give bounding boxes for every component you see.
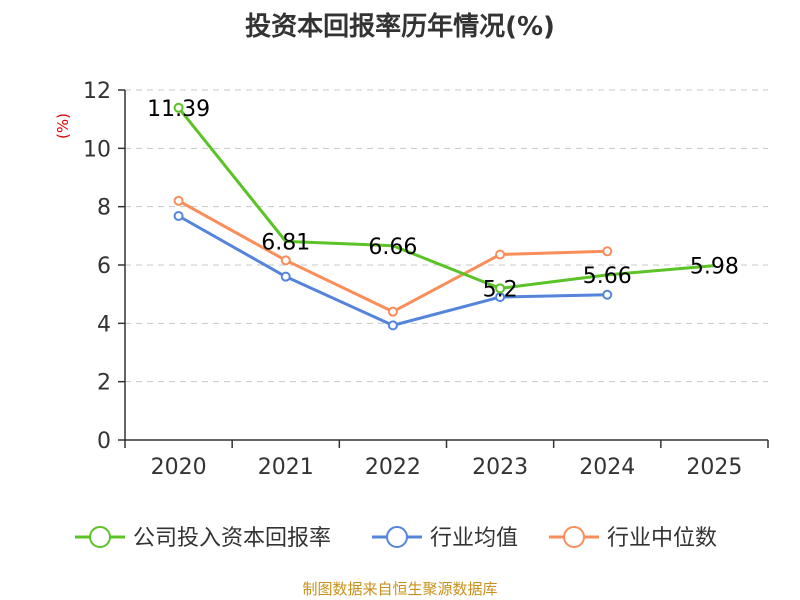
x-tick-label: 2022 bbox=[365, 455, 421, 480]
y-tick-label: 2 bbox=[97, 371, 111, 396]
x-tick-label: 2025 bbox=[686, 455, 742, 480]
legend-label: 公司投入资本回报率 bbox=[133, 526, 331, 551]
y-tick-label: 10 bbox=[83, 137, 111, 162]
legend-marker bbox=[89, 526, 111, 548]
data-point[interactable] bbox=[173, 195, 184, 206]
x-tick-label: 2021 bbox=[258, 455, 314, 480]
data-point[interactable] bbox=[280, 255, 291, 266]
y-tick-label: 6 bbox=[97, 254, 111, 279]
data-labels: 11.39 6.81 6.66 5.2 5.66 5.98 bbox=[147, 97, 739, 303]
source-note: 制图数据来自恒生聚源数据库 bbox=[302, 580, 498, 598]
y-axis-title: (%) bbox=[54, 113, 72, 139]
data-point[interactable] bbox=[173, 102, 184, 113]
data-point[interactable] bbox=[387, 320, 398, 331]
data-point[interactable] bbox=[495, 249, 506, 260]
data-label: 6.66 bbox=[368, 235, 417, 260]
data-point[interactable] bbox=[387, 306, 398, 317]
x-tick-label: 2023 bbox=[472, 455, 528, 480]
data-point[interactable] bbox=[602, 246, 613, 257]
y-tick-label: 0 bbox=[97, 429, 111, 454]
y-tick-label: 12 bbox=[83, 79, 111, 104]
legend-item[interactable]: 行业中位数 bbox=[549, 526, 717, 551]
y-tick-label: 4 bbox=[97, 312, 111, 337]
x-tick-label: 2024 bbox=[579, 455, 635, 480]
data-label: 5.66 bbox=[583, 264, 632, 289]
x-tick-label: 2020 bbox=[151, 455, 207, 480]
data-label: 5.98 bbox=[690, 255, 739, 280]
chart-title: 投资本回报率历年情况(%) bbox=[245, 12, 555, 42]
series-line bbox=[177, 106, 715, 290]
y-tick-label: 8 bbox=[97, 196, 111, 221]
legend-label: 行业中位数 bbox=[607, 526, 717, 551]
data-label: 11.39 bbox=[147, 97, 210, 122]
grid-lines bbox=[125, 89, 768, 383]
legend-item[interactable]: 公司投入资本回报率 bbox=[75, 526, 331, 551]
legend-marker bbox=[563, 526, 585, 548]
legend-item[interactable]: 行业均值 bbox=[372, 526, 518, 551]
series-lines bbox=[173, 102, 715, 331]
data-point[interactable] bbox=[495, 283, 506, 294]
axes: (%) 0 2 4 6 8 10 12 2020 2021 2022 2023 2024 2025 bbox=[54, 79, 769, 480]
data-point[interactable] bbox=[602, 289, 613, 300]
legend[interactable]: 公司投入资本回报率 行业均值 行业中位数 bbox=[75, 526, 717, 551]
data-label: 6.81 bbox=[261, 230, 310, 255]
legend-marker bbox=[386, 526, 408, 548]
data-label: 5.2 bbox=[483, 277, 518, 302]
data-point[interactable] bbox=[173, 211, 184, 221]
data-point[interactable] bbox=[280, 271, 291, 282]
legend-label: 行业均值 bbox=[430, 526, 518, 551]
